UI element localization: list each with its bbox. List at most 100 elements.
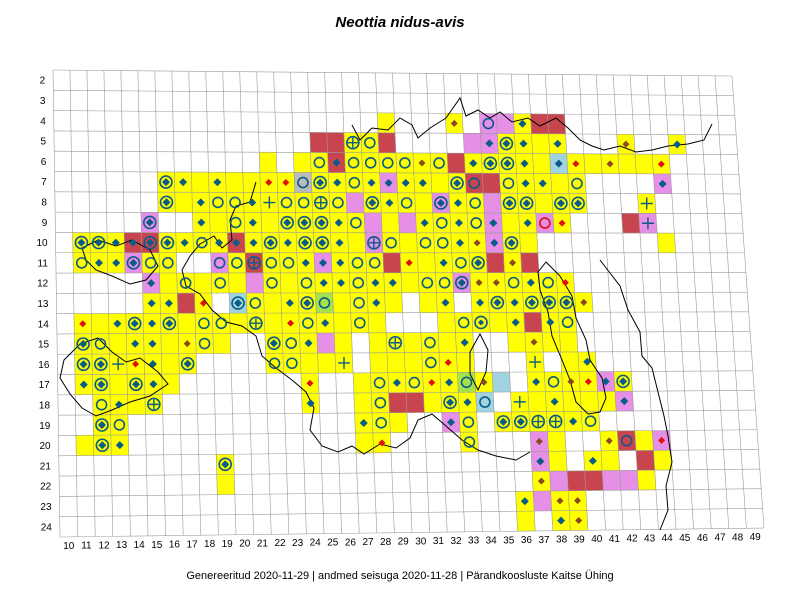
- grid-line-vertical: [188, 71, 202, 536]
- grid-line-vertical: [375, 72, 395, 533]
- grid-line-vertical: [120, 70, 131, 537]
- diamond-marker: [476, 298, 485, 307]
- plus-marker: [347, 137, 358, 148]
- grid-cell-28-19: [372, 412, 391, 433]
- diamond-marker: [486, 159, 495, 168]
- diamond-marker: [583, 357, 592, 366]
- grid-cell-33-6: [447, 153, 466, 174]
- grid-cell-19-9: [209, 212, 228, 233]
- diamond-red-marker: [444, 358, 452, 366]
- diamond-marker: [439, 258, 448, 267]
- grid-cell-30-17: [405, 372, 424, 393]
- grid-cell-27-11: [348, 252, 367, 273]
- grid-cell-11-11: [72, 252, 91, 274]
- grid-cell-12-15: [91, 333, 110, 355]
- diamond-red-marker: [306, 379, 314, 387]
- column-label: 10: [63, 541, 75, 552]
- grid-cell-15-11: [141, 252, 160, 273]
- circle-marker: [249, 316, 263, 330]
- diamond-marker: [441, 298, 450, 307]
- grid-cell-19-22: [216, 474, 235, 495]
- circle-marker: [468, 177, 481, 189]
- circle-marker: [129, 377, 143, 392]
- diamond-marker: [77, 238, 86, 247]
- grid-cell-41-22: [602, 470, 621, 491]
- circle-marker: [285, 337, 298, 349]
- grid-cell-18-14: [195, 313, 213, 334]
- diamond-brown-marker: [622, 140, 630, 148]
- circle-marker: [434, 196, 448, 210]
- grid-line-vertical: [697, 75, 730, 529]
- diamond-marker: [234, 299, 243, 308]
- circle-marker: [162, 257, 174, 269]
- circle-marker: [332, 196, 344, 209]
- grid-line-vertical: [69, 70, 78, 537]
- circle-marker: [91, 235, 106, 250]
- row-label: 19: [39, 421, 51, 432]
- diamond-marker: [371, 278, 380, 287]
- circle-marker: [268, 357, 281, 370]
- grid-cell-28-6: [361, 152, 380, 173]
- grid-cell-29-13: [384, 292, 403, 313]
- row-label: 15: [38, 340, 50, 351]
- circle-marker: [297, 176, 309, 189]
- circle-marker: [561, 316, 574, 329]
- grid-line-vertical: [52, 69, 61, 538]
- grid-cell-27-6: [344, 152, 363, 173]
- plus-marker: [112, 358, 125, 371]
- diamond-marker: [130, 319, 139, 328]
- grid-cell-35-4: [479, 113, 498, 134]
- circle-marker: [302, 317, 314, 329]
- diamond-marker: [519, 139, 528, 148]
- circle-marker: [231, 296, 245, 310]
- column-label: 32: [450, 536, 462, 547]
- diamond-brown-marker: [480, 378, 488, 386]
- grid-line-horizontal: [56, 331, 751, 335]
- grid-cell-33-16: [456, 352, 475, 373]
- diamond-marker: [112, 258, 121, 267]
- row-label: 6: [41, 157, 47, 168]
- circle-marker: [350, 216, 362, 229]
- circle-marker: [159, 175, 173, 189]
- grid-cell-28-16: [369, 352, 388, 373]
- diamond-marker: [557, 516, 566, 525]
- circle-marker: [280, 196, 293, 209]
- grid-cell-14-18: [127, 394, 146, 415]
- markers-layer: [74, 117, 682, 525]
- grid-cell-38-17: [544, 371, 563, 392]
- grid-cell-29-11: [382, 252, 401, 273]
- grid-cell-30-8: [397, 192, 416, 213]
- grid-line-horizontal: [55, 232, 744, 234]
- grid-cell-42-20: [617, 430, 636, 451]
- grid-cell-20-11: [227, 252, 246, 273]
- grid-line-vertical: [714, 75, 747, 529]
- circle-marker: [300, 277, 313, 289]
- grid-line-horizontal: [54, 191, 741, 195]
- circle-marker: [347, 156, 360, 169]
- grid-cell-13-15: [108, 333, 127, 355]
- circle-marker: [385, 237, 397, 249]
- circle-marker: [483, 156, 498, 171]
- grid-cell-39-16: [560, 351, 580, 372]
- circle-marker: [159, 195, 174, 210]
- diamond-marker: [368, 198, 377, 207]
- plus-marker: [550, 416, 561, 427]
- column-label: 24: [310, 538, 322, 549]
- grid-cell-27-13: [350, 292, 369, 313]
- diamond-marker: [162, 198, 171, 207]
- grid-cell-26-5: [326, 132, 345, 153]
- column-label: 15: [151, 540, 163, 551]
- column-label: 37: [538, 535, 550, 546]
- grid-cell-38-22: [549, 470, 569, 492]
- column-label: 41: [609, 534, 621, 545]
- circle-marker: [479, 396, 491, 408]
- diamond-marker: [132, 380, 141, 389]
- diamond-marker: [520, 159, 529, 168]
- circle-marker: [408, 376, 421, 389]
- diamond-marker: [319, 258, 328, 267]
- circle-marker: [267, 336, 281, 351]
- column-label: 34: [486, 535, 498, 546]
- diamond-marker: [301, 258, 310, 267]
- circle-marker: [282, 257, 295, 269]
- diamond-marker: [474, 258, 483, 267]
